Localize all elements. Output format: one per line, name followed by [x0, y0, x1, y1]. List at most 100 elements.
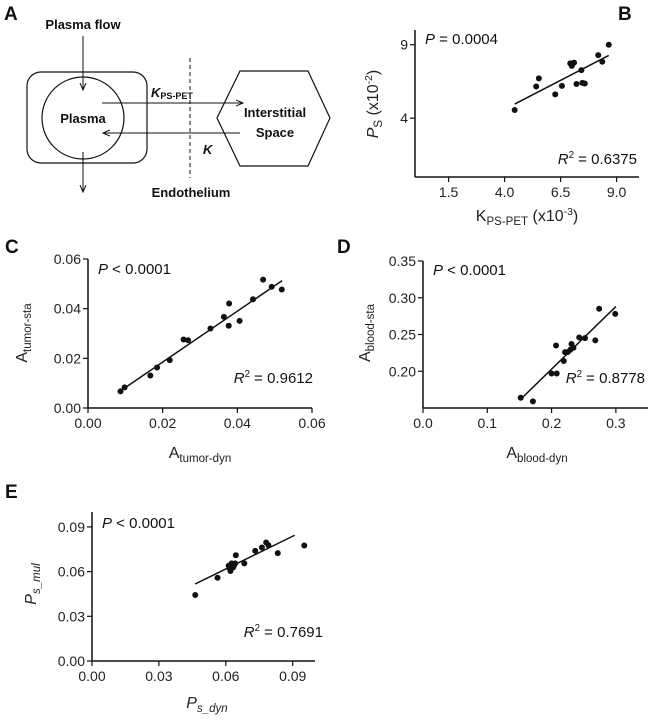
y-tick-label: 0.00 [58, 653, 85, 669]
data-point [252, 547, 259, 554]
endothelium-label: Endothelium [152, 185, 231, 200]
data-point [576, 334, 583, 341]
y-tick-label: 0.30 [389, 290, 416, 306]
panel-label-c: C [5, 237, 19, 258]
y-axis-label: PS (x10-2) [364, 70, 385, 139]
data-point [274, 550, 281, 557]
y-tick-label: 0.25 [389, 327, 416, 343]
data-point [250, 296, 257, 303]
p-value-annotation: P < 0.0001 [102, 515, 175, 532]
y-tick-label: 0.35 [389, 253, 416, 269]
x-tick-label: 4.0 [495, 184, 515, 200]
x-tick-label: 0.00 [74, 415, 101, 431]
p-value-annotation: P < 0.0001 [98, 261, 171, 278]
x-tick-label: 0.04 [224, 415, 251, 431]
data-point [605, 41, 612, 48]
y-tick-label: 0.03 [58, 608, 85, 624]
x-tick-label: 0.03 [145, 668, 172, 684]
r-squared-annotation: R2 = 0.8778 [566, 369, 645, 387]
y-tick-label: 0.04 [54, 301, 81, 317]
k-label: K [203, 142, 214, 157]
data-point [533, 83, 540, 90]
x-axis-label: KPS-PET (x10-3) [476, 207, 578, 228]
y-tick-label: 0.06 [58, 564, 85, 580]
data-point [301, 542, 308, 549]
x-tick-label: 0.00 [78, 668, 105, 684]
data-point [192, 591, 199, 598]
x-tick-label: 0.02 [149, 415, 176, 431]
r-squared-annotation: R2 = 0.6375 [558, 150, 637, 168]
data-point [265, 542, 272, 549]
x-tick-label: 0.1 [478, 415, 498, 431]
data-point [511, 106, 518, 113]
data-point [599, 58, 606, 65]
data-point [595, 52, 602, 59]
x-tick-label: 0.0 [413, 415, 433, 431]
plasma-flow-label: Plasma flow [45, 17, 121, 32]
x-tick-label: 0.09 [279, 668, 306, 684]
x-tick-label: 0.2 [542, 415, 562, 431]
y-axis-label: Ps_mul [23, 563, 43, 605]
y-tick-label: 0.00 [54, 400, 81, 416]
data-point [560, 357, 567, 364]
panel-e-scatter: E 0.00 0.03 0.06 0.09 0.00 0.03 0.06 0.09 Ps_dyn P… [5, 482, 323, 715]
interstitial-label-2: Space [256, 125, 294, 140]
data-point [180, 336, 187, 343]
data-point [226, 300, 233, 307]
x-tick-label: 9.0 [607, 184, 627, 200]
y-tick-label: 4 [400, 110, 408, 126]
data-point [268, 283, 275, 290]
panel-label-b: B [618, 4, 632, 25]
data-point [553, 342, 560, 349]
data-point [154, 364, 161, 371]
data-point [578, 67, 585, 74]
regression-line [514, 54, 610, 105]
data-point [278, 286, 285, 293]
data-point [553, 370, 560, 377]
y-tick-label: 0.06 [54, 251, 81, 267]
regression-line [194, 534, 296, 585]
data-point [260, 276, 267, 283]
data-point [596, 305, 603, 312]
data-point [548, 370, 555, 377]
x-axis-label: Ps_dyn [186, 695, 227, 715]
y-tick-label: 0.09 [58, 519, 85, 535]
data-point [573, 80, 580, 87]
charts: B 1.5 4.0 6.5 9.0 4 9 KPS-PET (x10-3) PS (x10-2)… [5, 4, 648, 715]
panel-label-d: D [337, 237, 351, 258]
r-squared-annotation: R2 = 0.9612 [234, 369, 313, 387]
data-point [185, 337, 192, 344]
data-point [214, 574, 221, 581]
data-point [568, 62, 575, 69]
data-point [117, 388, 124, 395]
panel-label-a: A [4, 4, 18, 25]
x-axis-label: Atumor-dyn [169, 445, 232, 465]
data-point [232, 560, 239, 567]
data-point [258, 544, 265, 551]
data-point [147, 372, 154, 379]
data-point [570, 344, 577, 351]
data-point [225, 322, 232, 329]
data-point [236, 317, 243, 324]
data-point [592, 337, 599, 344]
x-tick-label: 6.5 [551, 184, 571, 200]
interstitial-label-1: Interstitial [244, 105, 306, 120]
data-point [517, 394, 524, 401]
panel-c-scatter: C 0.00 0.02 0.04 0.06 0.00 0.02 0.04 0.06 Atumor-… [5, 237, 326, 465]
y-tick-label: 9 [400, 37, 408, 53]
panel-d-scatter: D 0.0 0.1 0.2 0.3 0.20 0.25 0.30 0.35 Ablood-dyn A… [337, 237, 648, 465]
data-point [232, 552, 239, 559]
data-point [529, 398, 536, 405]
data-point [612, 310, 619, 317]
plasma-label: Plasma [60, 111, 106, 126]
x-tick-label: 0.06 [212, 668, 239, 684]
data-point [121, 384, 128, 391]
y-axis-label: Ablood-sta [357, 303, 377, 362]
p-value-annotation: P < 0.0001 [433, 262, 506, 279]
x-tick-label: 0.3 [606, 415, 626, 431]
data-point [552, 91, 559, 98]
panel-label-e: E [5, 482, 18, 503]
data-point [220, 313, 227, 320]
r-squared-annotation: R2 = 0.7691 [244, 623, 323, 641]
